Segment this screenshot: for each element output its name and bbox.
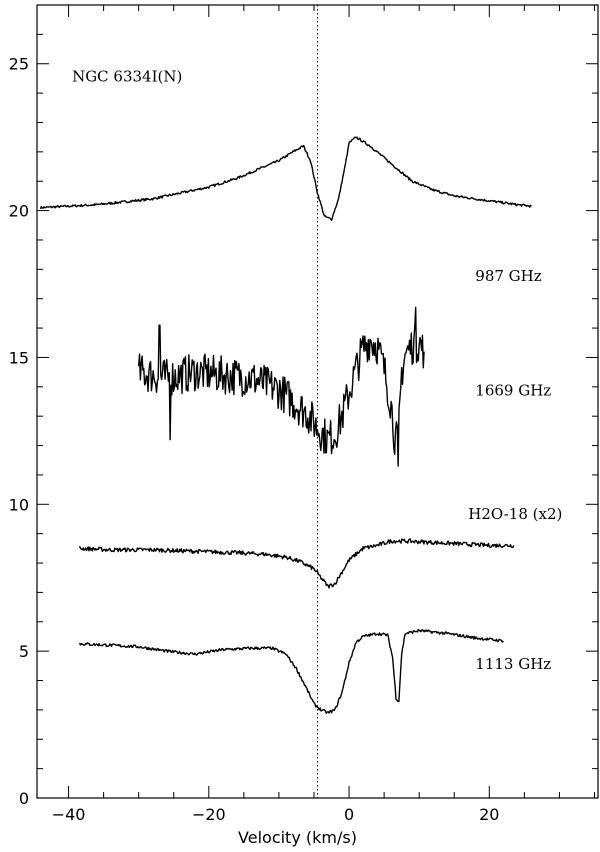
spectrum-line-3 xyxy=(78,538,515,589)
spectrum-line-1 xyxy=(39,136,532,222)
y-tick-label: 25 xyxy=(9,55,29,74)
x-tick-label: 0 xyxy=(344,805,354,824)
x-axis-title: Velocity (km/s) xyxy=(238,828,357,847)
y-tick-label: 10 xyxy=(9,495,29,514)
spectrum-line-2 xyxy=(137,306,425,467)
annotation-label: 1669 GHz xyxy=(475,382,551,400)
y-tick-label: 0 xyxy=(19,789,29,808)
annotation-label: 1113 GHz xyxy=(475,655,551,673)
annotation-label: NGC 6334I(N) xyxy=(72,67,182,85)
annotations: NGC 6334I(N) 987 GHz 1669 GHz H2O-18 (x2) 11… xyxy=(72,67,562,672)
x-tick-label: −40 xyxy=(52,805,86,824)
annotation-label: H2O-18 (x2) xyxy=(468,505,562,523)
x-tick-label: −20 xyxy=(192,805,226,824)
spectrum-line-4 xyxy=(79,628,504,714)
x-tick-label: 20 xyxy=(479,805,499,824)
y-tick-label: 20 xyxy=(9,202,29,221)
y-tick-label: 15 xyxy=(9,348,29,367)
series-group xyxy=(39,136,532,714)
y-tick-label: 5 xyxy=(19,642,29,661)
axes: −40 −20 0 20 0 5 10 15 20 25 Velocity (km/s) xyxy=(9,4,599,847)
annotation-label: 987 GHz xyxy=(475,267,541,285)
